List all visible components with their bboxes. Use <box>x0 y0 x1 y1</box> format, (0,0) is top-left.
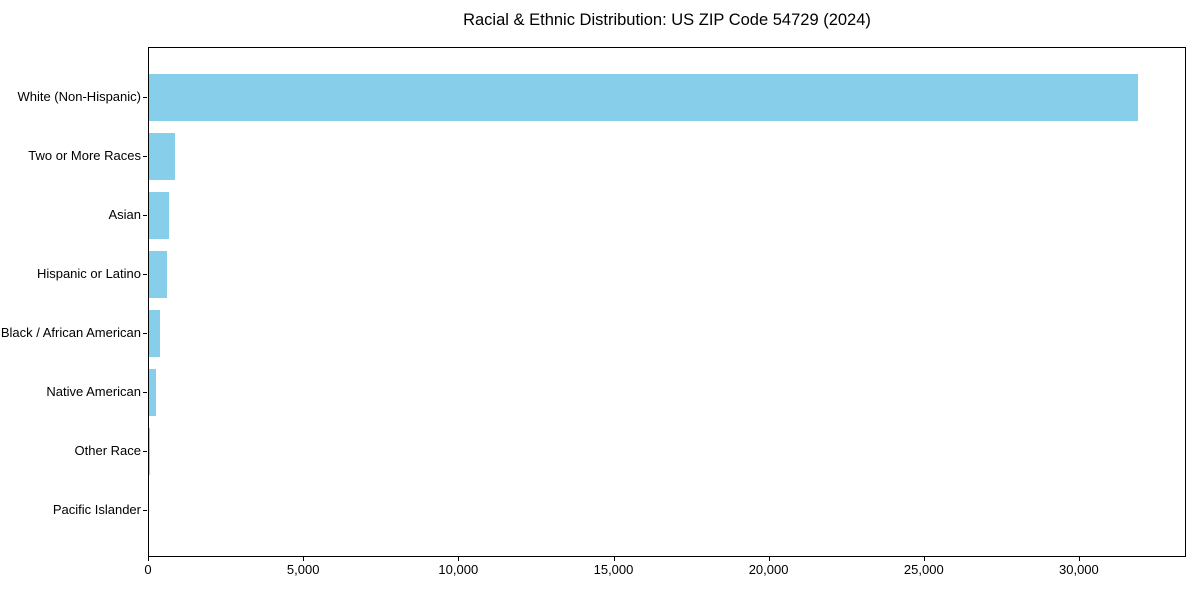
bar-black-african-american <box>149 309 160 357</box>
y-tick-label: Other Race <box>74 443 141 458</box>
plot-area <box>148 47 1186 557</box>
x-tick-label: 5,000 <box>286 562 320 577</box>
bar-hispanic-or-latino <box>149 250 167 298</box>
y-tick-mark <box>143 333 147 334</box>
y-tick-label: Pacific Islander <box>52 502 141 517</box>
x-tick-label: 25,000 <box>903 562 944 577</box>
x-tick-label: 0 <box>144 562 152 577</box>
y-tick-label: White (Non-Hispanic) <box>17 89 141 104</box>
x-tick-mark <box>303 557 305 561</box>
y-tick-mark <box>143 156 147 157</box>
x-tick-mark <box>923 557 925 561</box>
x-tick-mark <box>148 557 149 561</box>
x-tick-label: 20,000 <box>748 562 789 577</box>
bar-asian <box>149 191 170 239</box>
y-tick-label: Two or More Races <box>28 148 141 163</box>
x-tick-label: 30,000 <box>1059 562 1099 577</box>
x-tick-mark <box>768 557 770 561</box>
x-tick-label: 10,000 <box>438 562 479 577</box>
y-tick-label: Hispanic or Latino <box>36 266 141 281</box>
y-tick-mark <box>143 392 147 393</box>
y-tick-label: Native American <box>46 384 141 399</box>
y-tick-label: Asian <box>108 207 141 222</box>
x-tick-mark <box>458 557 460 561</box>
x-tick-label: 15,000 <box>593 562 634 577</box>
y-tick-mark <box>143 274 147 275</box>
chart-title: Racial & Ethnic Distribution: US ZIP Cod… <box>463 11 871 29</box>
y-tick-mark <box>143 451 147 452</box>
x-tick-mark <box>1078 557 1080 561</box>
bar-other-race <box>149 427 150 475</box>
y-tick-mark <box>143 97 147 98</box>
x-tick-mark <box>613 557 615 561</box>
y-tick-label: Black / African American <box>0 325 141 340</box>
bar-white-non-hispanic <box>149 73 1138 121</box>
bar-native-american <box>149 368 156 416</box>
y-tick-mark <box>143 510 147 511</box>
y-tick-mark <box>143 215 147 216</box>
bar-two-or-more-races <box>149 132 176 180</box>
